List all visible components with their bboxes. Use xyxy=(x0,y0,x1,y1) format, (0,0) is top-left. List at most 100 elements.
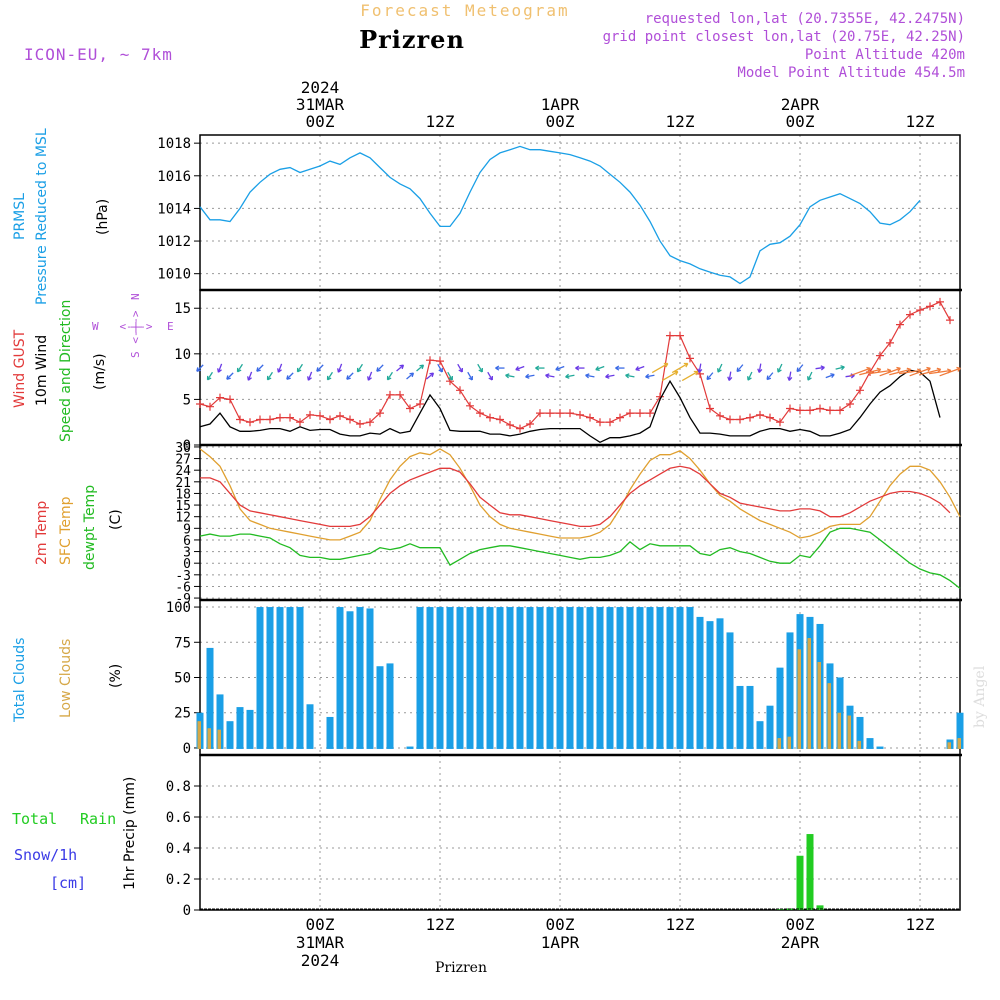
wind-direction-arrow xyxy=(717,363,723,373)
total-cloud-bar xyxy=(646,607,654,749)
gust-point xyxy=(566,409,574,418)
wind-arrow-head xyxy=(625,373,630,379)
low-clouds-label: Low Clouds xyxy=(58,639,74,718)
wind-direction-arrow xyxy=(555,365,565,371)
wind-dir-label: Speed and Direction xyxy=(58,300,74,442)
wind-panel: 0 5 10 15 xyxy=(174,288,962,454)
wind-direction-arrow xyxy=(796,364,804,372)
wind-arrow-head xyxy=(565,373,570,379)
time-label-top: 31MAR xyxy=(296,95,345,114)
precipitation-panel: 0 0.2 0.4 0.6 0.8 xyxy=(166,753,962,919)
total-cloud-bar xyxy=(536,607,544,749)
wind-arrow-head xyxy=(286,375,291,380)
precipitation-ytick-label: 0.2 xyxy=(166,872,191,888)
temperature-ytick-label: 30 xyxy=(175,441,191,456)
low-cloud-bar xyxy=(857,740,861,749)
gust-point xyxy=(226,395,234,404)
temperature-ytick-label: 9 xyxy=(183,522,191,537)
wind-arrow-head xyxy=(575,365,580,371)
time-label-top: 12Z xyxy=(906,112,935,131)
compass-south: S xyxy=(129,351,142,358)
wind-direction-arrow xyxy=(256,364,264,372)
total-cloud-bar xyxy=(486,607,494,749)
gust-point xyxy=(666,331,674,340)
wind-arrow-head xyxy=(926,366,931,372)
low-cloud-bar xyxy=(807,638,811,749)
wind-direction-arrow xyxy=(525,374,535,378)
wind-direction-arrow xyxy=(226,372,234,380)
wind-arrow-head xyxy=(635,366,640,372)
wind-direction-arrow xyxy=(357,363,363,373)
wind-arrow-head xyxy=(796,367,802,373)
gust-point xyxy=(926,302,934,311)
low-cloud-bar xyxy=(217,729,221,749)
pressure-label-2: Pressure Reduced to MSL xyxy=(34,128,50,305)
wind-arrow-head xyxy=(866,366,871,372)
gust-point xyxy=(586,413,594,422)
total-cloud-bar xyxy=(216,694,224,749)
wind-arrow-head xyxy=(515,366,520,372)
compass-west: W xyxy=(92,320,99,333)
gust-label: Wind GUST xyxy=(12,329,28,408)
wind-direction-arrow xyxy=(247,371,253,381)
wind-direction-arrow xyxy=(267,371,273,381)
total-cloud-bar xyxy=(696,616,704,749)
temperature-ytick-label: -6 xyxy=(175,580,191,595)
wind-arrow-head xyxy=(376,367,381,372)
low-cloud-bar xyxy=(197,721,201,749)
total-cloud-bar xyxy=(616,607,624,749)
total-cloud-bar xyxy=(336,607,344,749)
wind-direction-arrow xyxy=(635,365,645,371)
wind-direction-arrow xyxy=(807,371,813,381)
wind-arrow-head xyxy=(326,375,332,381)
total-cloud-bar xyxy=(546,607,554,749)
total-cloud-bar xyxy=(306,704,314,749)
clouds-ytick-label: 0 xyxy=(183,741,191,757)
gust-point xyxy=(306,410,314,419)
gust-point xyxy=(936,297,944,306)
wind-arrow-head xyxy=(717,368,722,373)
wind-direction-arrow xyxy=(545,374,555,378)
pressure-unit: (hPa) xyxy=(95,199,111,235)
wind-direction-arrow xyxy=(595,365,605,371)
compass-axis: <-|-> xyxy=(129,310,142,343)
gust-point xyxy=(236,415,244,424)
total-cloud-bar xyxy=(266,607,274,749)
snow-unit: [cm] xyxy=(50,874,86,892)
wind-direction-arrow xyxy=(367,371,373,381)
wind-direction-arrow xyxy=(297,363,303,373)
gust-point xyxy=(426,356,434,365)
clouds-legend: Total Clouds Low Clouds (%) xyxy=(12,638,124,723)
gust-point xyxy=(906,310,914,319)
pressure-ytick-label: 1014 xyxy=(157,201,191,217)
gust-point xyxy=(706,404,714,413)
wind-arrow-head xyxy=(545,373,550,379)
total-cloud-bar xyxy=(226,721,234,749)
gust-point xyxy=(616,413,624,422)
low-cloud-bar xyxy=(817,662,821,749)
wind-arrow-head xyxy=(247,376,252,381)
rain-bar xyxy=(796,855,804,910)
gust-point xyxy=(826,406,834,415)
compass-rose: N <-|-> S W E <-|-> xyxy=(92,293,174,358)
gust-point xyxy=(636,409,644,418)
gust-point xyxy=(266,415,274,424)
wind-arrow-head xyxy=(535,365,540,371)
pressure-ytick-label: 1012 xyxy=(157,234,191,250)
time-label-bottom: 12Z xyxy=(666,915,695,934)
total-cloud-bar xyxy=(476,607,484,749)
wind-arrow-head xyxy=(830,373,835,379)
gust-point xyxy=(496,415,504,424)
wind-direction-arrow xyxy=(919,368,941,376)
wind-direction-arrow xyxy=(447,371,453,381)
location-title: Prizren xyxy=(359,25,465,54)
gust-point xyxy=(836,406,844,415)
total-cloud-bar xyxy=(346,611,354,749)
wind-direction-arrow xyxy=(939,367,961,377)
sfc-temp-label: SFC Temp xyxy=(58,496,74,565)
wind-arrow-head xyxy=(736,367,742,373)
wind-direction-arrow xyxy=(286,372,294,380)
wind-arrow-head xyxy=(478,367,483,373)
wind-direction-arrow xyxy=(777,363,783,373)
gust-point xyxy=(506,420,514,429)
